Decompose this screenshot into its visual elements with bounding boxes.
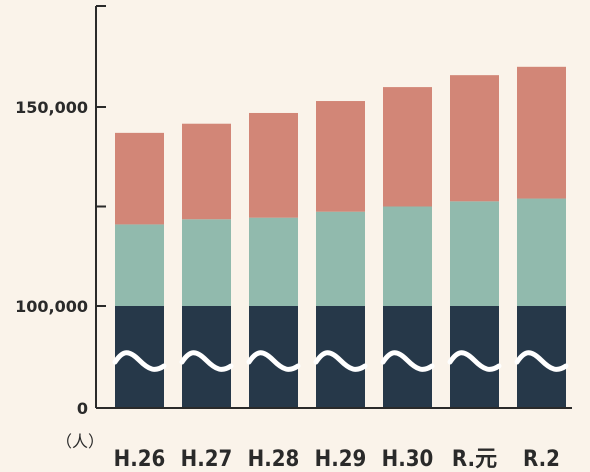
y-tick-label-0: 0 (77, 399, 88, 418)
axis-break-wave-4 (380, 350, 435, 372)
bar-segment-1-5 (450, 306, 499, 408)
y-axis-unit: （人） (56, 432, 104, 451)
x-tick-label-0: H.26 (114, 447, 166, 472)
x-tick-label-3: H.29 (315, 447, 367, 472)
bar-segment-3-6 (517, 66, 566, 199)
axis-break-wave-0 (112, 350, 167, 372)
bar-segment-2-3 (316, 211, 365, 306)
bar-segment-3-1 (182, 123, 231, 220)
x-tick-label-5: R.元 (452, 447, 497, 472)
axis-break-wave-3 (313, 350, 368, 372)
bar-segment-1-2 (249, 306, 298, 408)
bar-segment-3-4 (383, 87, 432, 207)
bar-segment-3-5 (450, 75, 499, 202)
y-tick-label-3: 150,000 (15, 98, 88, 117)
x-tick-label-2: H.28 (248, 447, 300, 472)
bar-segment-1-4 (383, 306, 432, 408)
bar-segment-1-1 (182, 306, 231, 408)
x-tick-label-1: H.27 (181, 447, 233, 472)
bar-segment-1-3 (316, 306, 365, 408)
x-tick-label-6: R.2 (523, 447, 560, 472)
bar-segment-2-5 (450, 201, 499, 306)
bar-segment-3-2 (249, 112, 298, 218)
bar-segment-3-3 (316, 101, 365, 212)
bar-segment-2-0 (115, 224, 164, 306)
bar-segment-1-6 (517, 306, 566, 408)
bar-segment-2-6 (517, 198, 566, 306)
axis-break-wave-6 (514, 350, 569, 372)
y-tick-label-1: 100,000 (15, 297, 88, 316)
axis-break-wave-5 (447, 350, 502, 372)
bar-segment-3-0 (115, 132, 164, 225)
bar-segment-2-4 (383, 206, 432, 306)
axis-break-wave-2 (246, 350, 301, 372)
bar-segment-2-2 (249, 217, 298, 306)
bar-segment-2-1 (182, 219, 231, 306)
bar-segment-1-0 (115, 306, 164, 408)
axis-break-wave-1 (179, 350, 234, 372)
x-tick-label-4: H.30 (382, 447, 434, 472)
